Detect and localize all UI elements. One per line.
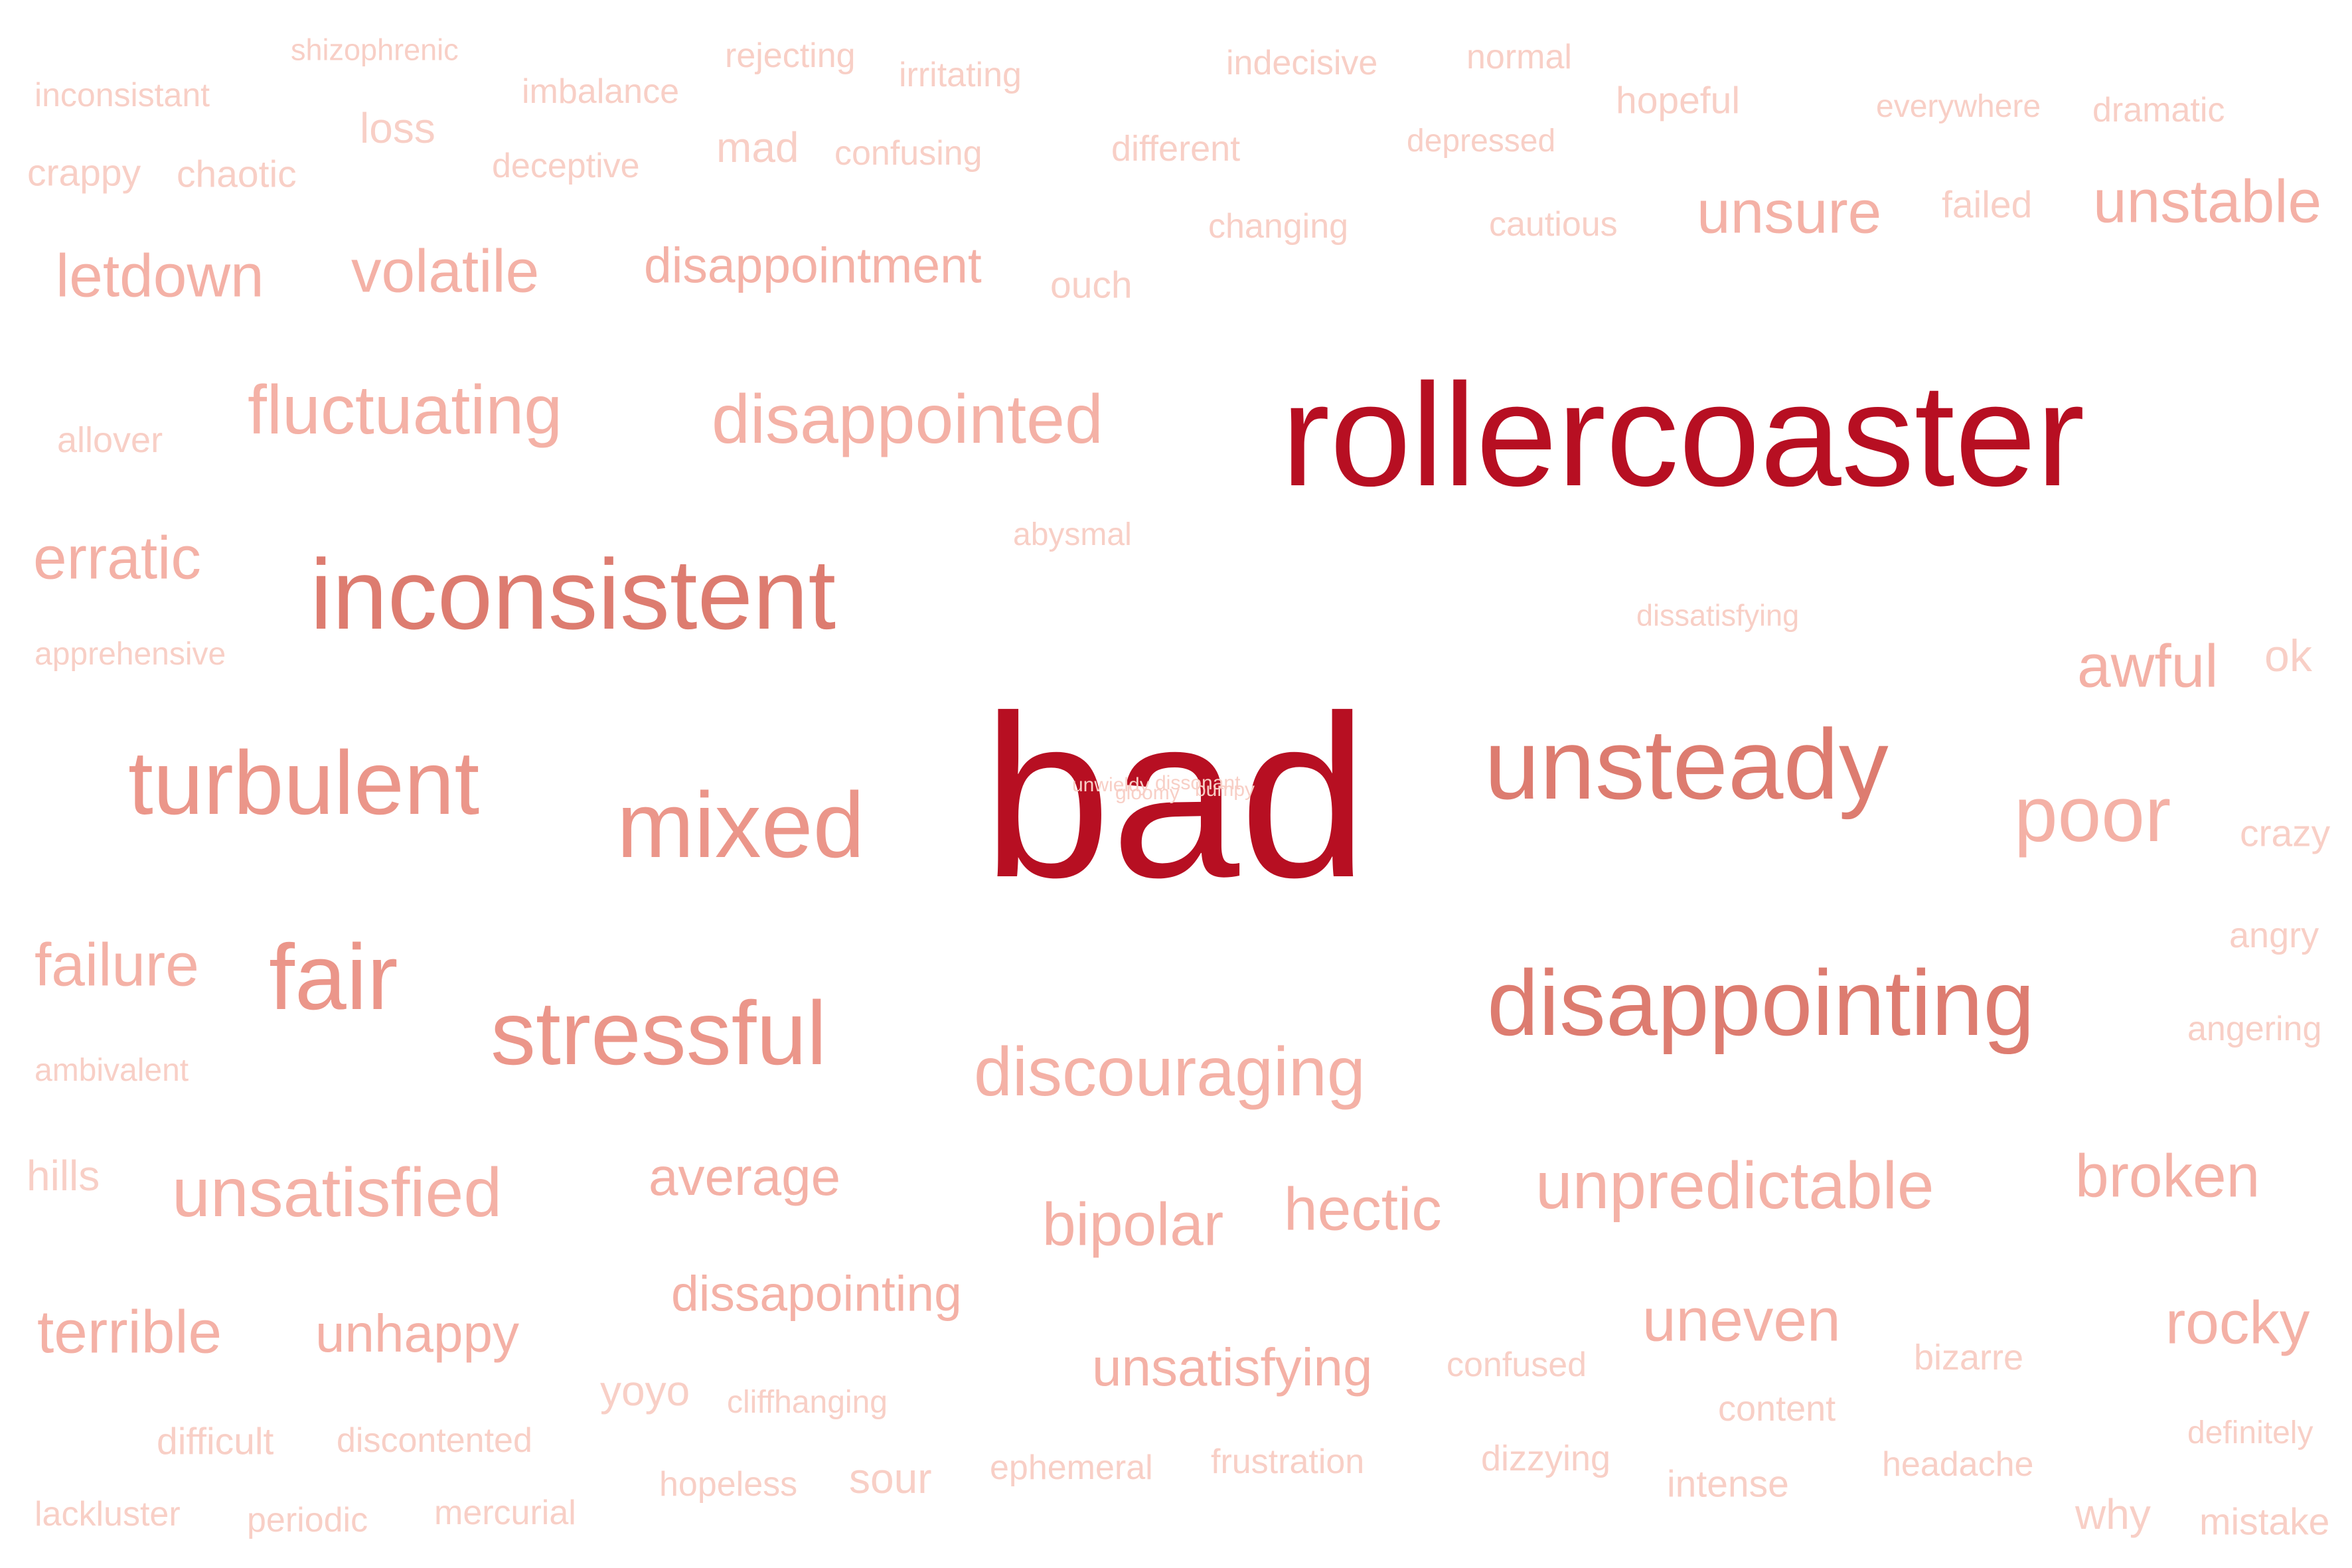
word-volatile: volatile [351,238,540,305]
word-bad: bad [982,667,1368,925]
word-mistake: mistake [2199,1500,2330,1543]
word-inconsistant: inconsistant [35,76,210,114]
word-different: different [1111,129,1241,169]
word-intense: intense [1667,1462,1789,1506]
word-hectic: hectic [1284,1176,1442,1243]
word-definitely: definitely [2187,1415,2313,1450]
word-stressful: stressful [491,982,827,1083]
word-ok: ok [2264,631,2312,681]
word-bizarre: bizarre [1914,1338,2024,1377]
word-ouch: ouch [1050,264,1133,307]
word-disappointment: disappointment [644,237,982,293]
word-mixed: mixed [617,773,865,877]
word-rollercoaster: rollercoaster [1281,353,2085,516]
word-shizophrenic: shizophrenic [291,33,459,67]
word-disappointing: disappointing [1487,951,2035,1055]
word-changing: changing [1208,207,1349,246]
word-allover: allover [57,420,163,460]
word-bipolar: bipolar [1042,1191,1224,1259]
word-cautious: cautious [1489,205,1618,244]
word-dissapointing: dissapointing [671,1265,962,1322]
word-unsatisfied: unsatisfied [172,1154,503,1231]
word-why: why [2075,1490,2151,1538]
word-depressed: depressed [1407,123,1556,159]
word-rocky: rocky [2165,1289,2310,1357]
word-irritating: irritating [899,56,1022,94]
word-angering: angering [2187,1010,2322,1048]
word-periodic: periodic [247,1501,368,1539]
word-dissatisfying: dissatisfying [1636,598,1800,633]
word-crappy: crappy [27,151,141,195]
tiny-word-dissonant: dissonant [1155,772,1241,794]
word-yoyo: yoyo [600,1367,690,1415]
word-turbulent: turbulent [128,732,480,833]
word-unpredictable: unpredictable [1535,1148,1934,1223]
word-hopeful: hopeful [1616,79,1741,122]
word-failed: failed [1942,183,2033,226]
word-dramatic: dramatic [2092,91,2225,129]
word-failure: failure [35,931,199,999]
word-cliffhanging: cliffhanging [727,1385,888,1420]
word-sour: sour [849,1454,932,1502]
word-uneven: uneven [1642,1287,1841,1354]
word-mercurial: mercurial [434,1494,576,1532]
word-mad: mad [716,123,799,171]
word-inconsistent: inconsistent [310,538,836,650]
word-difficult: difficult [157,1420,274,1463]
word-ephemeral: ephemeral [990,1449,1153,1487]
word-imbalance: imbalance [522,72,680,111]
word-unhappy: unhappy [315,1304,519,1363]
word-letdown: letdown [56,242,264,310]
word-discontented: discontented [337,1421,532,1460]
word-angry: angry [2229,915,2319,955]
word-discouraging: discouraging [974,1034,1366,1111]
word-confused: confused [1447,1346,1587,1384]
tiny-word-bumpy: bumpy [1195,779,1255,801]
word-crazy: crazy [2240,812,2331,855]
word-dizzying: dizzying [1481,1439,1611,1478]
word-headache: headache [1882,1445,2034,1484]
word-unstable: unstable [2093,168,2322,236]
word-apprehensive: apprehensive [35,637,226,672]
word-confusing: confusing [834,134,982,173]
word-unsatisfying: unsatisfying [1092,1338,1373,1397]
word-frustration: frustration [1211,1443,1365,1481]
word-awful: awful [2077,633,2219,700]
word-ambivalent: ambivalent [35,1053,189,1088]
word-content: content [1718,1389,1836,1429]
word-hopeless: hopeless [659,1465,798,1504]
word-fair: fair [269,925,398,1029]
tiny-word-gloomy: gloomy [1115,782,1180,804]
word-abysmal: abysmal [1013,517,1132,552]
word-rejecting: rejecting [725,37,856,75]
word-loss: loss [360,104,435,152]
tiny-word-unwieldy: unwieldy [1072,774,1150,796]
word-chaotic: chaotic [177,153,297,196]
word-erratic: erratic [33,524,201,592]
word-normal: normal [1466,38,1572,76]
word-everywhere: everywhere [1876,89,2041,124]
word-terrible: terrible [37,1298,222,1366]
word-average: average [649,1147,841,1206]
word-deceptive: deceptive [492,147,640,185]
word-unsteady: unsteady [1484,708,1889,820]
word-unsure: unsure [1697,179,1882,246]
word-lackluster: lackluster [35,1495,181,1533]
word-broken: broken [2075,1142,2260,1210]
word-fluctuating: fluctuating [248,372,563,449]
word-disappointed: disappointed [712,381,1103,458]
word-indecisive: indecisive [1226,44,1378,82]
word-hills: hills [27,1152,100,1200]
word-poor: poor [2014,771,2171,858]
